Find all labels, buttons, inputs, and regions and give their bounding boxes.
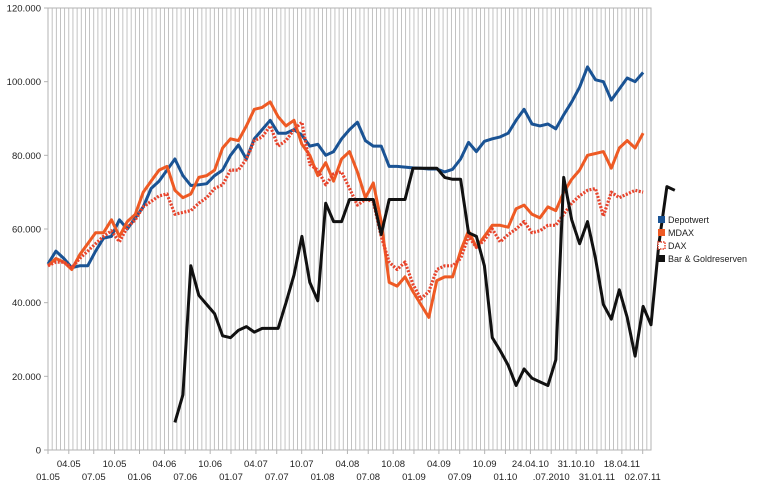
x-tick-label: 01.09 xyxy=(402,472,426,483)
x-tick-label: 01.06 xyxy=(128,472,152,483)
series-line-mdax xyxy=(46,100,645,319)
legend-swatch xyxy=(657,241,666,250)
x-tick-label: 10.09 xyxy=(473,459,497,470)
legend-swatch xyxy=(658,216,665,223)
legend-swatch xyxy=(658,229,665,236)
x-tick-label: 07.07 xyxy=(265,472,289,483)
legend-swatch xyxy=(658,255,665,262)
x-tick-label: 04.06 xyxy=(153,459,177,470)
x-tick-label: 02.07.11 xyxy=(625,472,661,483)
legend-label: DAX xyxy=(668,241,687,251)
legend-label: MDAX xyxy=(668,228,694,238)
x-tick-label: .07.2010 xyxy=(533,472,570,483)
x-tick-label: 07.08 xyxy=(356,472,380,483)
y-tick-label: 40.000 xyxy=(12,298,41,309)
y-tick-label: 100.000 xyxy=(7,77,41,88)
x-tick-label: 04.09 xyxy=(427,459,451,470)
y-tick-label: 0 xyxy=(36,446,41,457)
x-tick-label: 10.05 xyxy=(103,459,127,470)
x-tick-label: 01.07 xyxy=(219,472,243,483)
legend-label: Depotwert xyxy=(668,215,710,225)
x-tick-label: 31.01.11 xyxy=(579,472,615,483)
x-tick-label: 01.08 xyxy=(311,472,335,483)
series-line-bar-goldreserven xyxy=(173,166,676,423)
series-lines xyxy=(46,65,676,423)
x-tick-label: 10.07 xyxy=(290,459,314,470)
axes: 0 20.000 40.000 60.000 80.000 100.000 120.000 0… xyxy=(7,4,661,484)
y-tick-label: 20.000 xyxy=(12,372,41,383)
x-tick-label: 07.05 xyxy=(82,472,106,483)
x-tick-label: 04.08 xyxy=(336,459,360,470)
x-tick-label: 04.05 xyxy=(57,459,81,470)
x-tick-label: 24.04.10 xyxy=(512,459,549,470)
x-tick-label: 07.06 xyxy=(173,472,197,483)
y-tick-label: 120.000 xyxy=(7,4,41,15)
y-tick-label: 60.000 xyxy=(12,225,41,236)
x-tick-label: 10.08 xyxy=(381,459,405,470)
x-tick-label: 01.05 xyxy=(36,472,60,483)
legend-label: Bar & Goldreserven xyxy=(668,254,747,264)
x-tick-label: 10.06 xyxy=(198,459,222,470)
x-tick-label: 04.07 xyxy=(244,459,268,470)
x-tick-label: 18.04.11 xyxy=(604,459,640,470)
legend: Depotwert MDAX DAX Bar & Goldreserven xyxy=(657,215,747,264)
x-tick-label: 31.10.10 xyxy=(558,459,595,470)
x-tick-label: 01.10 xyxy=(494,472,518,483)
series-line-depotwert xyxy=(46,65,645,270)
series-line-dax xyxy=(47,120,644,301)
x-tick-label: 07.09 xyxy=(448,472,472,483)
y-tick-label: 80.000 xyxy=(12,151,41,162)
